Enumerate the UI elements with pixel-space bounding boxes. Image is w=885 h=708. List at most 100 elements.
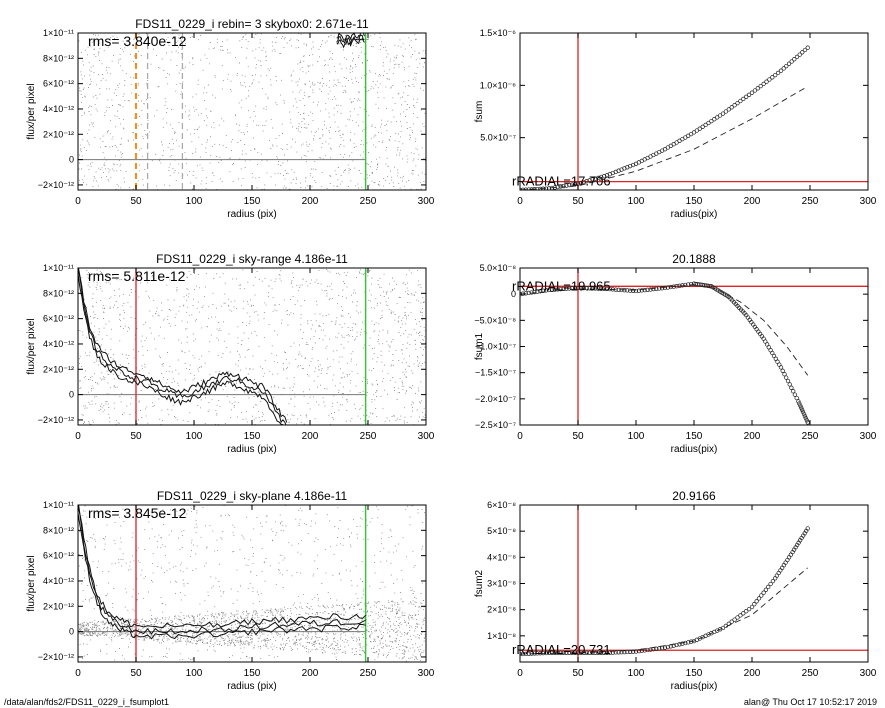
x-axis-label: radius (pix) — [227, 444, 276, 455]
data-point — [804, 418, 809, 423]
data-point — [749, 90, 755, 95]
x-axis-label: radius (pix) — [227, 681, 276, 692]
y-tick-label: 1×10⁻¹¹ — [43, 28, 74, 38]
data-point — [720, 625, 726, 631]
y-tick-label: 4×10⁻¹² — [43, 576, 74, 586]
annotation-label: rms= 3.845e-12 — [88, 505, 187, 521]
data-point — [784, 63, 789, 69]
chart-title: 20.9166 — [672, 489, 716, 503]
data-point — [645, 647, 650, 653]
data-point — [523, 291, 528, 296]
y-axis-label: flux/per pixel — [26, 318, 37, 374]
data-point — [715, 115, 720, 120]
data-point — [665, 285, 671, 290]
data-point — [546, 650, 552, 655]
data-point — [756, 596, 762, 601]
y-tick-label: 5×10⁻⁸ — [487, 526, 516, 536]
data-point — [625, 288, 630, 293]
data-point — [622, 288, 627, 293]
x-tick-label: 100 — [628, 431, 645, 442]
data-point — [794, 395, 799, 401]
x-tick-label: 300 — [418, 196, 435, 207]
y-tick-label: 6×10⁻¹² — [43, 314, 74, 324]
chart-title: 20.1888 — [672, 252, 716, 266]
profile-line-1 — [78, 505, 366, 635]
chart-title: FDS11_0229_i rebin= 3 skybox0: 2.671e-11 — [135, 17, 369, 31]
scatter-points — [78, 268, 426, 425]
data-point — [601, 286, 607, 291]
data-point — [628, 649, 633, 654]
data-point — [561, 183, 566, 189]
plot-area — [78, 33, 426, 190]
data-point — [575, 650, 581, 655]
data-point — [761, 590, 766, 595]
y-tick-label: 6×10⁻¹² — [43, 79, 74, 89]
axes-frame — [519, 504, 869, 663]
axes-frame — [77, 32, 427, 191]
axes-frame — [519, 32, 869, 191]
data-point — [630, 288, 636, 293]
data-point — [798, 403, 803, 408]
data-point — [601, 650, 607, 655]
y-tick-label: 8×10⁻¹² — [43, 53, 74, 63]
y-tick-label: −5.0×10⁻⁸ — [474, 315, 516, 325]
y-tick-label: 8×10⁻¹² — [43, 288, 74, 298]
x-tick-label: 0 — [517, 668, 523, 679]
data-point — [735, 615, 740, 620]
y-axis-label: fsum2 — [474, 569, 485, 597]
series-dashed — [520, 567, 808, 655]
x-tick-label: 200 — [302, 431, 319, 442]
data-point — [752, 602, 757, 607]
y-tick-label: −2×10⁻¹² — [38, 652, 74, 662]
data-point — [674, 642, 679, 648]
data-point — [581, 285, 586, 291]
annotation-label: rms= 3.840e-12 — [88, 33, 187, 49]
x-tick-label: 250 — [360, 196, 377, 207]
data-point — [735, 100, 740, 106]
data-point — [785, 378, 791, 384]
data-point — [789, 385, 794, 390]
x-tick-label: 200 — [744, 668, 761, 679]
data-point — [729, 619, 734, 624]
y-tick-label: 0 — [69, 627, 74, 637]
data-point — [788, 552, 794, 557]
data-point — [774, 573, 780, 578]
y-tick-label: 1×10⁻¹¹ — [43, 500, 74, 510]
axes-frame — [77, 267, 427, 426]
data-point — [593, 176, 598, 181]
data-point — [587, 286, 592, 291]
data-point — [590, 650, 595, 655]
data-point — [683, 282, 688, 288]
data-point — [578, 285, 584, 291]
data-point — [532, 289, 537, 295]
data-point — [778, 568, 783, 573]
data-point — [766, 584, 771, 590]
x-tick-label: 50 — [572, 668, 584, 679]
x-tick-label: 300 — [860, 196, 877, 207]
x-tick-label: 100 — [628, 196, 645, 207]
data-point — [596, 286, 601, 291]
data-point — [741, 611, 746, 616]
series-circles — [520, 45, 810, 190]
data-point — [780, 565, 785, 570]
x-tick-label: 200 — [744, 431, 761, 442]
scatter-points — [78, 33, 426, 190]
y-tick-label: 2×10⁻¹² — [43, 601, 74, 611]
x-tick-label: 150 — [244, 196, 261, 207]
data-point — [805, 526, 810, 531]
y-tick-label: 4×10⁻⁸ — [487, 552, 516, 562]
data-point — [732, 103, 737, 108]
data-point — [738, 98, 743, 104]
x-tick-label: 200 — [302, 196, 319, 207]
chart-title: FDS11_0229_i sky-range 4.186e-11 — [156, 252, 348, 266]
y-tick-label: 1.0×10⁻⁶ — [480, 80, 517, 90]
data-point — [555, 287, 560, 292]
data-point — [792, 392, 798, 397]
data-point — [628, 288, 633, 293]
data-point — [770, 578, 776, 584]
annotation-label: rms= 5.811e-12 — [88, 268, 186, 284]
data-point — [599, 650, 604, 655]
annotation-label: rRADIAL=17.706 — [512, 174, 611, 189]
annotation-label: rRADIAL=19.965 — [512, 278, 611, 293]
data-point — [564, 286, 569, 291]
